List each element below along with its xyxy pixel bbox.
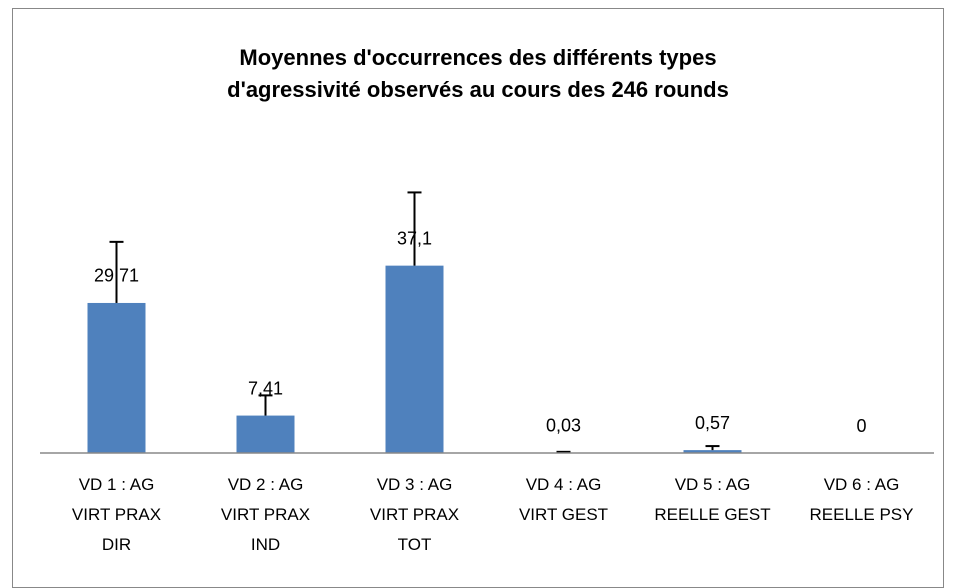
data-label: 37,1 [397,228,432,248]
x-tick-label: VD 5 : AG REELLE GEST [638,470,787,530]
data-label: 29,71 [94,266,139,286]
bar [88,303,146,453]
bar [237,416,295,453]
x-tick-label: VD 1 : AG VIRT PRAX DIR [42,470,191,560]
error-bar [259,395,273,415]
x-tick-label: VD 3 : AG VIRT PRAX TOT [340,470,489,560]
error-bar [706,446,720,450]
data-label: 0 [856,416,866,436]
data-label: 7,41 [248,378,283,398]
x-tick-label: VD 6 : AG REELLE PSY [787,470,936,530]
x-tick-label: VD 4 : AG VIRT GEST [489,470,638,530]
x-tick-label: VD 2 : AG VIRT PRAX IND [191,470,340,560]
bar [386,266,444,453]
data-label: 0,57 [695,413,730,433]
data-label: 0,03 [546,416,581,436]
